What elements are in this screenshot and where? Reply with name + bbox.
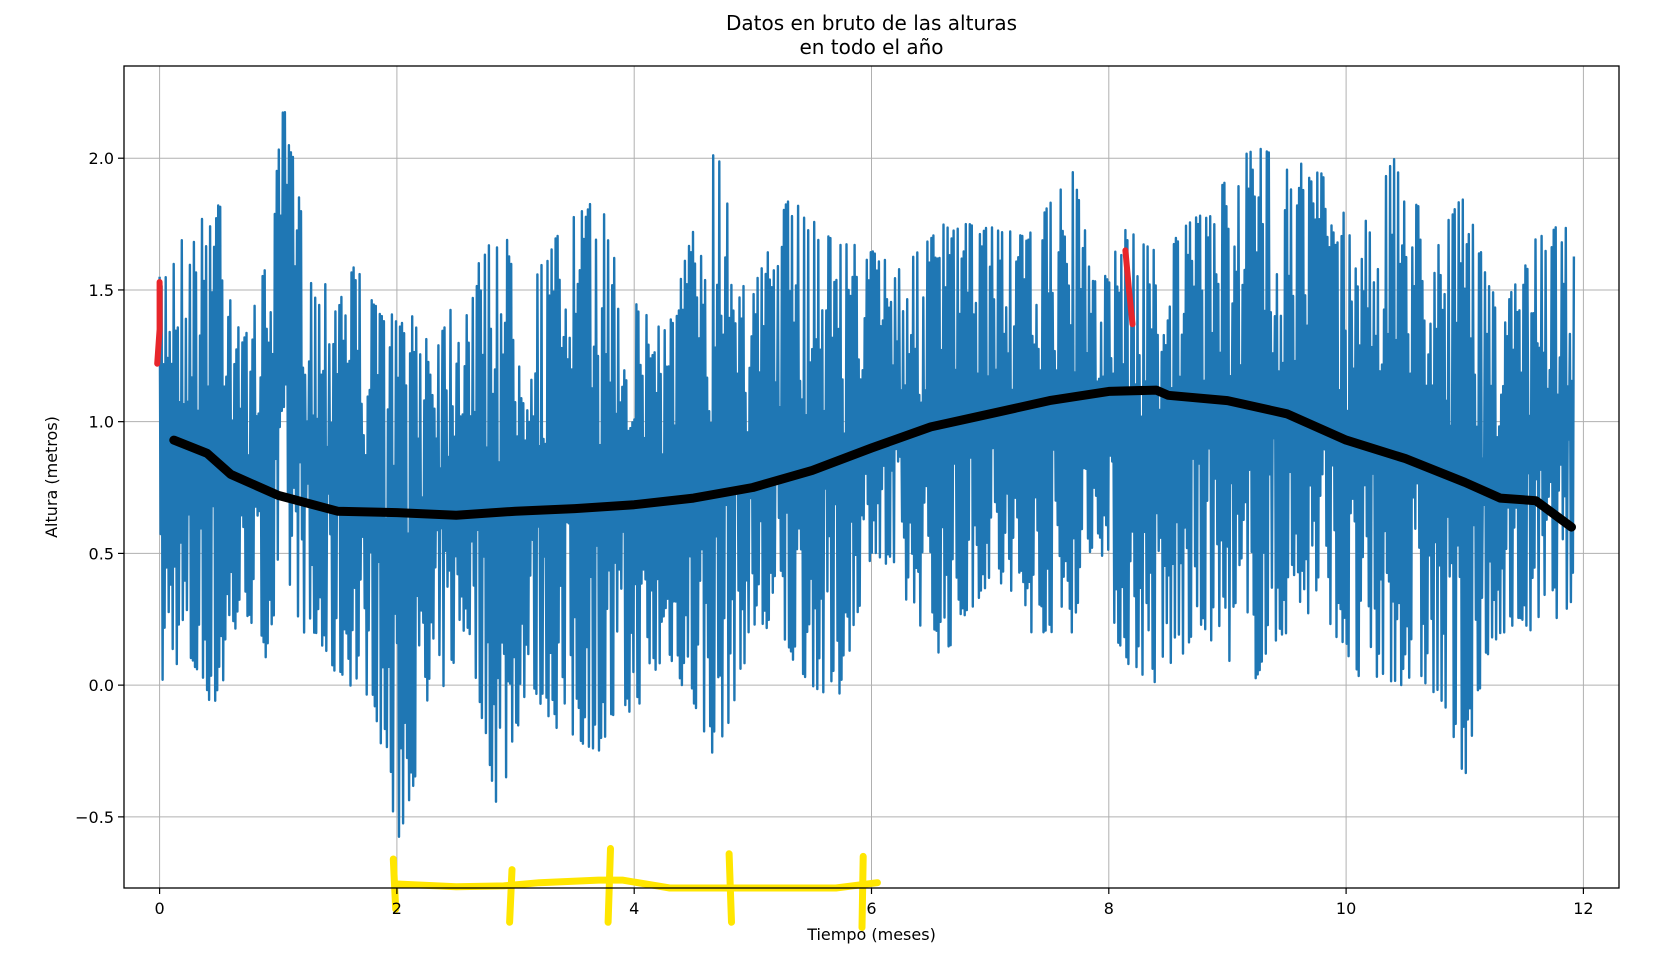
trend-line [169, 385, 1576, 532]
x-tick-label: 4 [629, 899, 639, 918]
red-mark [1122, 247, 1136, 328]
x-tick-label: 0 [155, 899, 165, 918]
y-tick-label: 0.0 [89, 676, 114, 695]
y-tick-label: 2.0 [89, 149, 114, 168]
yellow-mark [604, 845, 614, 926]
chart-title-line-2: en todo el año [799, 35, 943, 59]
yellow-mark [858, 852, 867, 931]
y-axis-label: Altura (metros) [42, 416, 61, 538]
y-tick-label: 1.0 [89, 413, 114, 432]
x-axis-label: Tiempo (meses) [806, 925, 936, 944]
x-tick-label: 10 [1336, 899, 1356, 918]
x-tick-label: 12 [1573, 899, 1593, 918]
x-tick-label: 6 [866, 899, 876, 918]
red-mark [154, 279, 163, 367]
y-axis-ticks: −0.5 0.0 0.5 1.0 1.5 2.0 [75, 149, 124, 827]
x-axis-ticks: 0 2 4 6 8 10 12 [155, 888, 1594, 918]
y-tick-label: 0.5 [89, 544, 114, 563]
x-tick-label: 2 [392, 899, 402, 918]
y-tick-label: 1.5 [89, 281, 114, 300]
chart-title-line-1: Datos en bruto de las alturas [726, 11, 1017, 35]
x-tick-label: 8 [1104, 899, 1114, 918]
yellow-mark [506, 866, 516, 926]
yellow-mark [389, 855, 400, 913]
y-tick-label: −0.5 [75, 808, 114, 827]
